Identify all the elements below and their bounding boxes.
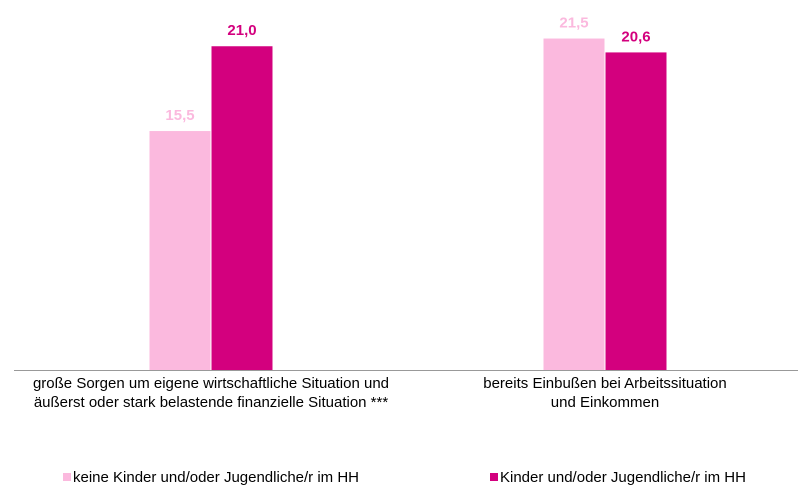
data-label: 20,6 — [621, 28, 650, 45]
legend-swatch — [490, 473, 498, 481]
bar — [543, 38, 605, 371]
legend-item: Kinder und/oder Jugendliche/r im HH — [490, 468, 746, 487]
bar — [149, 131, 211, 370]
legend-label: Kinder und/oder Jugendliche/r im HH — [500, 469, 746, 486]
data-label: 21,0 — [227, 22, 256, 39]
legend-swatch — [63, 473, 71, 481]
legend-label: keine Kinder und/oder Jugendliche/r im H… — [73, 469, 359, 486]
bar — [605, 52, 667, 371]
x-tick-label: große Sorgen um eigene wirtschaftliche S… — [32, 375, 390, 411]
data-label: 15,5 — [165, 107, 194, 124]
data-label: 21,5 — [559, 15, 588, 32]
bar — [211, 46, 273, 370]
legend-item: keine Kinder und/oder Jugendliche/r im H… — [63, 468, 359, 487]
x-tick-label: bereits Einbußen bei Arbeitssituation un… — [483, 375, 727, 411]
